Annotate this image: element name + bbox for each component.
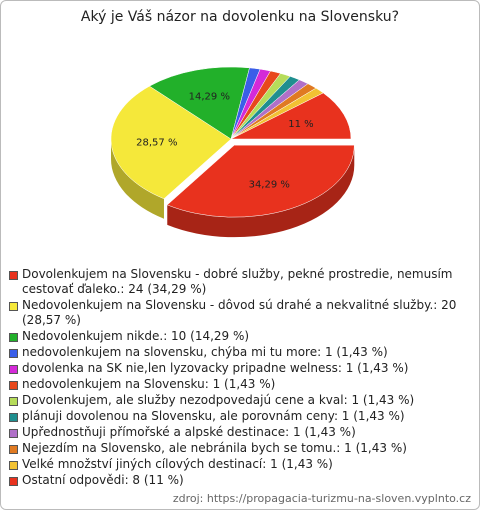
legend-swatch bbox=[9, 445, 18, 454]
legend-swatch bbox=[9, 397, 18, 406]
legend-entry: Velké množství jiných cílových destinací… bbox=[9, 457, 469, 472]
legend-label: plánuji dovolenou na Slovensku, ale poro… bbox=[22, 409, 405, 423]
legend-entry: dovolenka na SK nie,len lyzovacky pripad… bbox=[9, 361, 469, 376]
legend-label: Dovolenkujem, ale služby nezodpovedajú c… bbox=[22, 393, 415, 407]
legend-label: Nejezdím na Slovensko, ale nebránila byc… bbox=[22, 441, 407, 455]
legend-swatch bbox=[9, 271, 18, 280]
slice-side bbox=[167, 145, 355, 238]
slice-label: 34,29 % bbox=[249, 180, 290, 191]
legend-swatch bbox=[9, 302, 18, 311]
legend-label: Velké množství jiných cílových destinací… bbox=[22, 457, 333, 471]
legend-entry: nedovolenkujem na Slovensku: 1 (1,43 %) bbox=[9, 377, 469, 392]
legend-entry: nedovolenkujem na slovensku, chýba mi tu… bbox=[9, 345, 469, 360]
legend-swatch bbox=[9, 429, 18, 438]
slice bbox=[230, 92, 352, 140]
legend-entry: Nedovolenkujem na Slovensku - dôvod sú d… bbox=[9, 298, 469, 328]
legend-entry: Dovolenkujem na Slovensku - dobré služby… bbox=[9, 267, 469, 297]
slice bbox=[110, 85, 232, 200]
chart: 34,29 % 28,57 % 14,29 % 11 % bbox=[110, 66, 355, 238]
legend-label: nedovolenkujem na Slovensku: 1 (1,43 %) bbox=[22, 377, 276, 391]
slice bbox=[149, 66, 250, 140]
chart-title: Aký je Váš názor na dovolenku na Slovens… bbox=[80, 9, 400, 25]
slice-label: 11 % bbox=[288, 119, 313, 130]
slice-label: 28,57 % bbox=[136, 137, 177, 148]
legend-entry: plánuji dovolenou na Slovensku, ale poro… bbox=[9, 409, 469, 424]
legend-label: Ostatní odpovědi: 8 (11 %) bbox=[22, 473, 184, 487]
legend-entry: Nejezdím na Slovensko, ale nebránila byc… bbox=[9, 441, 469, 456]
legend-entry: Ostatní odpovědi: 8 (11 %) bbox=[9, 473, 469, 488]
legend-swatch bbox=[9, 477, 18, 486]
legend-label: nedovolenkujem na slovensku, chýba mi tu… bbox=[22, 345, 388, 359]
legend-entry: Dovolenkujem, ale služby nezodpovedajú c… bbox=[9, 393, 469, 408]
legend-label: Upřednostňuji přímořské a alpské destina… bbox=[22, 425, 356, 439]
legend-entry: Nedovolenkujem nikde.: 10 (14,29 %) bbox=[9, 329, 469, 344]
slice bbox=[166, 144, 355, 218]
legend-label: Dovolenkujem na Slovensku - dobré služby… bbox=[22, 267, 453, 296]
legend-swatch bbox=[9, 365, 18, 374]
legend-label: Nedovolenkujem nikde.: 10 (14,29 %) bbox=[22, 329, 250, 343]
legend-label: Nedovolenkujem na Slovensku - dôvod sú d… bbox=[22, 298, 457, 327]
slice-label: 14,29 % bbox=[189, 91, 230, 102]
legend-entry: Upřednostňuji přímořské a alpské destina… bbox=[9, 425, 469, 440]
source: zdroj: https://propagacia-turizmu-na-slo… bbox=[172, 492, 471, 505]
legend-swatch bbox=[9, 413, 18, 422]
legend: Dovolenkujem na Slovensku - dobré služby… bbox=[9, 267, 469, 489]
legend-swatch bbox=[9, 381, 18, 390]
legend-swatch bbox=[9, 461, 18, 470]
legend-swatch bbox=[9, 349, 18, 358]
legend-swatch bbox=[9, 333, 18, 342]
legend-label: dovolenka na SK nie,len lyzovacky pripad… bbox=[22, 361, 409, 375]
slice-side bbox=[111, 139, 164, 219]
